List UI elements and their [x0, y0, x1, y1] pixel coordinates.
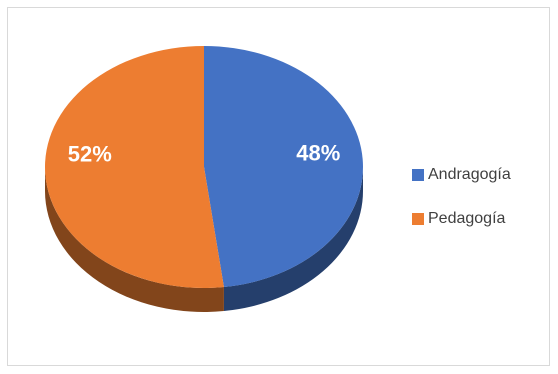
data-label-andragogia: 48%: [296, 141, 340, 166]
legend-label-pedagogia: Pedagogía: [428, 210, 506, 227]
data-label-pedagogia: 52%: [68, 141, 112, 166]
legend-label-andragogia: Andragogía: [428, 166, 511, 183]
legend-swatch-pedagogia: [412, 213, 424, 225]
pie-slice-andragogia: [204, 46, 363, 288]
pie-side-pedagogia: [45, 167, 224, 312]
legend-item-andragogia: Andragogía: [412, 164, 511, 186]
legend-swatch-andragogia: [412, 169, 424, 181]
legend: Andragogía Pedagogía: [412, 164, 511, 252]
pie-side-andragogia: [223, 167, 363, 312]
legend-item-pedagogia: Pedagogía: [412, 208, 511, 230]
pie-slice-pedagogia: [44, 46, 224, 288]
